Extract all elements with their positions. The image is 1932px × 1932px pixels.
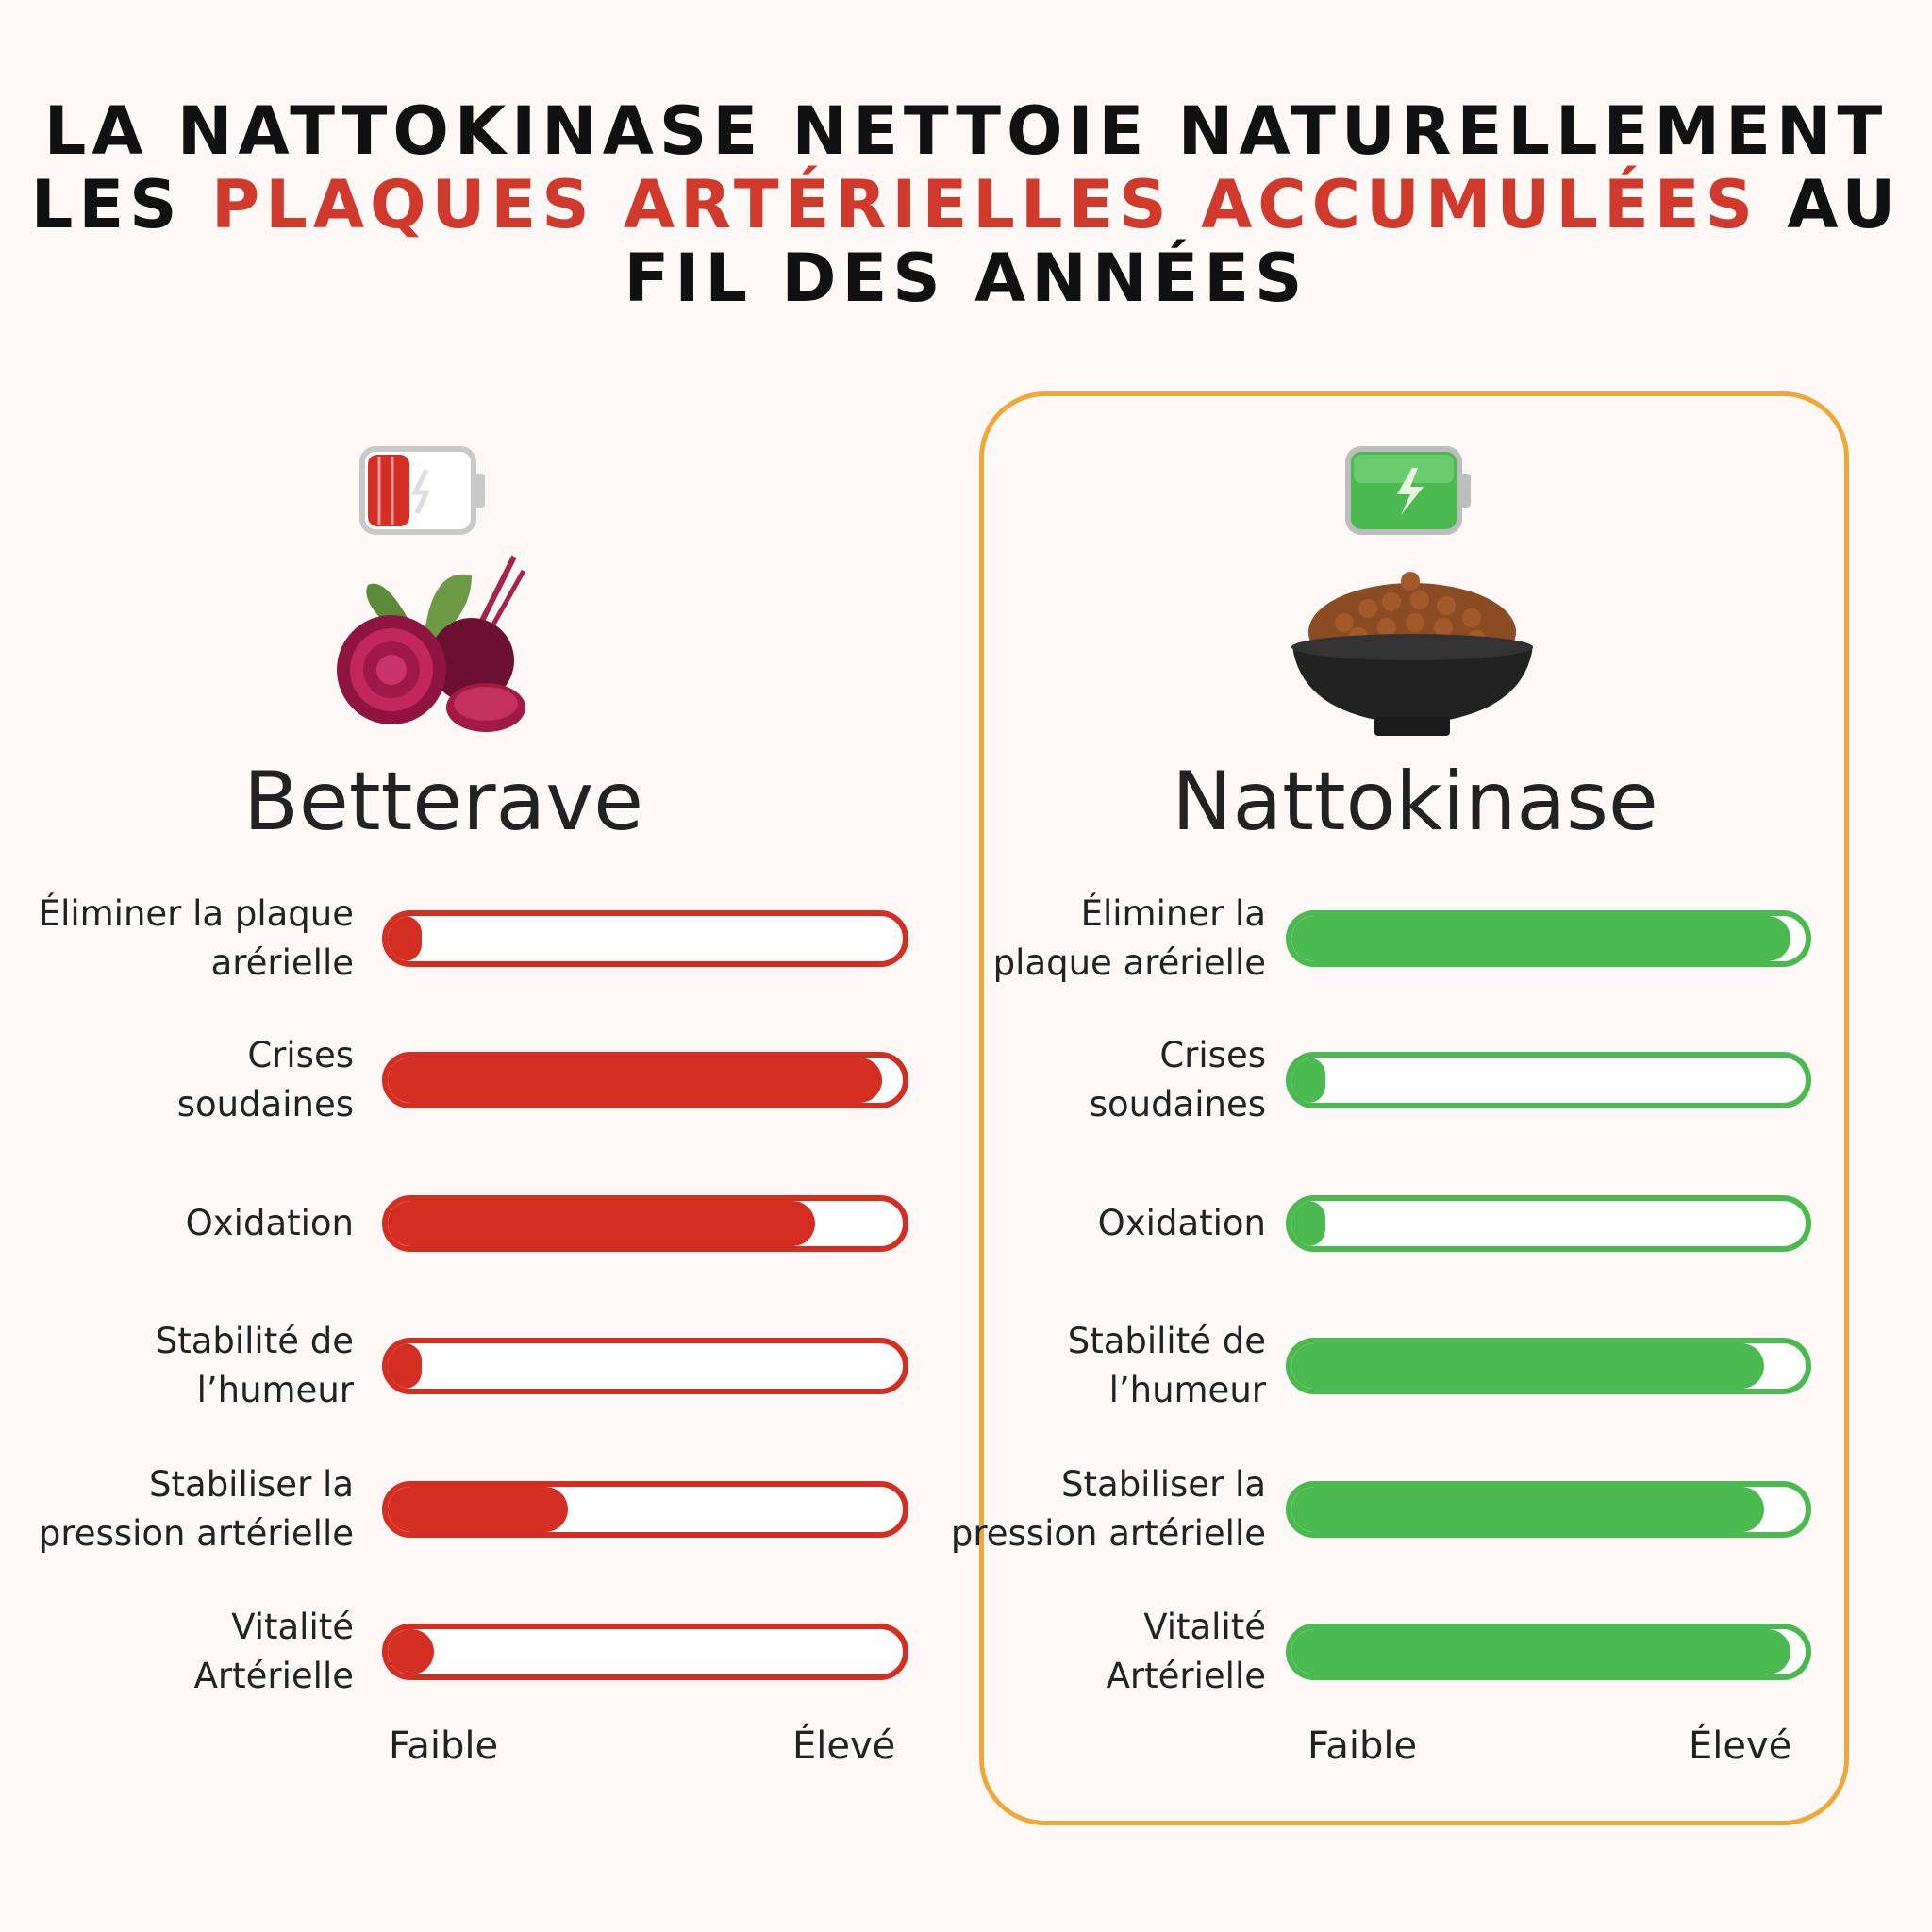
beetroot-icon bbox=[337, 555, 526, 732]
title-line-1: LA NATTOKINASE NETTOIE NATURELLEMENT bbox=[43, 92, 1889, 170]
bar-label-line: Éliminer la plaque bbox=[38, 893, 354, 934]
bar bbox=[1291, 916, 1790, 961]
bar-label: Stabiliser la pression artérielle bbox=[33, 1460, 354, 1558]
bar-label: Stabilité de l’humeur bbox=[945, 1317, 1266, 1415]
bar bbox=[1291, 1201, 1325, 1246]
bar-label: Oxidation bbox=[33, 1199, 354, 1248]
natto-bowl-icon bbox=[1291, 572, 1533, 736]
bar-track bbox=[1286, 1052, 1811, 1108]
page-title: LA NATTOKINASE NETTOIE NATURELLEMENT LES… bbox=[0, 94, 1932, 315]
bar bbox=[1291, 1629, 1790, 1674]
bar-track bbox=[382, 1195, 908, 1252]
nattokinase-scale-high: Élevé bbox=[1689, 1724, 1792, 1768]
title-line-2: LES PLAQUES ARTÉRIELLES ACCUMULÉES AU bbox=[0, 168, 1932, 242]
bar-label-line: Stabilité de bbox=[1067, 1321, 1266, 1361]
bar-track bbox=[1286, 1481, 1811, 1538]
bar-label-line: pression artérielle bbox=[38, 1513, 354, 1554]
bar-label-line: Vitalité bbox=[231, 1607, 354, 1647]
bar-label-line: Artérielle bbox=[193, 1656, 354, 1696]
betterave-scale-low: Faible bbox=[389, 1724, 499, 1768]
bar-label-line: l’humeur bbox=[1108, 1370, 1266, 1410]
bar-label-line: Oxidation bbox=[1097, 1203, 1266, 1243]
bar-label: Vitalité Artérielle bbox=[33, 1603, 354, 1701]
bar-label-line: Stabiliser la bbox=[149, 1464, 354, 1505]
bar bbox=[1291, 1487, 1765, 1532]
bar-label-line: plaque arérielle bbox=[992, 942, 1266, 983]
bar bbox=[388, 1629, 435, 1674]
bar bbox=[388, 1201, 816, 1246]
bar-label: Éliminer la plaque arérielle bbox=[945, 890, 1266, 988]
betterave-scale-high: Élevé bbox=[792, 1724, 896, 1768]
bar-track bbox=[1286, 910, 1811, 967]
bar-track bbox=[1286, 1195, 1811, 1252]
bar-label-line: soudaines bbox=[1089, 1084, 1266, 1124]
title-line-2-post: AU bbox=[1758, 166, 1902, 243]
nattokinase-title: Nattokinase bbox=[1172, 755, 1658, 849]
bar bbox=[388, 1487, 569, 1532]
bar bbox=[1291, 1058, 1325, 1103]
bar-label-line: soudaines bbox=[176, 1084, 354, 1124]
bar-label-line: Stabilité de bbox=[155, 1321, 354, 1361]
bar-label: Stabiliser la pression artérielle bbox=[945, 1460, 1266, 1558]
bar bbox=[388, 1058, 883, 1103]
bar-label-line: Artérielle bbox=[1106, 1656, 1266, 1696]
bar bbox=[388, 916, 422, 961]
bar-track bbox=[382, 1624, 908, 1680]
bar-label: Crises soudaines bbox=[945, 1031, 1266, 1129]
nattokinase-highlight-frame bbox=[979, 391, 1849, 1825]
bar-track bbox=[1286, 1338, 1811, 1394]
bar-track bbox=[1286, 1624, 1811, 1680]
bar-label-line: Stabiliser la bbox=[1061, 1464, 1266, 1505]
bar-label: Crises soudaines bbox=[33, 1031, 354, 1129]
title-line-2-pre: LES bbox=[30, 166, 211, 243]
bar-label-line: Oxidation bbox=[185, 1203, 354, 1243]
bar-label-line: Crises bbox=[1159, 1035, 1266, 1075]
nattokinase-scale-low: Faible bbox=[1307, 1724, 1418, 1768]
bar-label: Vitalité Artérielle bbox=[945, 1603, 1266, 1701]
bar bbox=[388, 1343, 422, 1389]
bar-label-line: l’humeur bbox=[196, 1370, 354, 1410]
bar-label: Éliminer la plaque arérielle bbox=[33, 890, 354, 988]
bar-track bbox=[382, 1481, 908, 1538]
bar-track bbox=[382, 1052, 908, 1108]
bar-label-line: Vitalité bbox=[1143, 1607, 1266, 1647]
bar-label: Oxidation bbox=[945, 1199, 1266, 1248]
bar bbox=[1291, 1343, 1765, 1389]
bar-track bbox=[382, 910, 908, 967]
title-line-3: FIL DES ANNÉES bbox=[624, 240, 1308, 317]
bar-track bbox=[382, 1338, 908, 1394]
bar-label-line: Éliminer la bbox=[1080, 893, 1266, 934]
bar-label-line: Crises bbox=[247, 1035, 354, 1075]
full-battery-icon bbox=[1345, 446, 1471, 535]
betterave-title: Betterave bbox=[242, 755, 644, 849]
title-highlight: PLAQUES ARTÉRIELLES ACCUMULÉES bbox=[210, 166, 1758, 243]
low-battery-icon bbox=[359, 446, 485, 535]
bar-label-line: arérielle bbox=[210, 942, 354, 983]
bar-label: Stabilité de l’humeur bbox=[33, 1317, 354, 1415]
bar-label-line: pression artérielle bbox=[950, 1513, 1266, 1554]
